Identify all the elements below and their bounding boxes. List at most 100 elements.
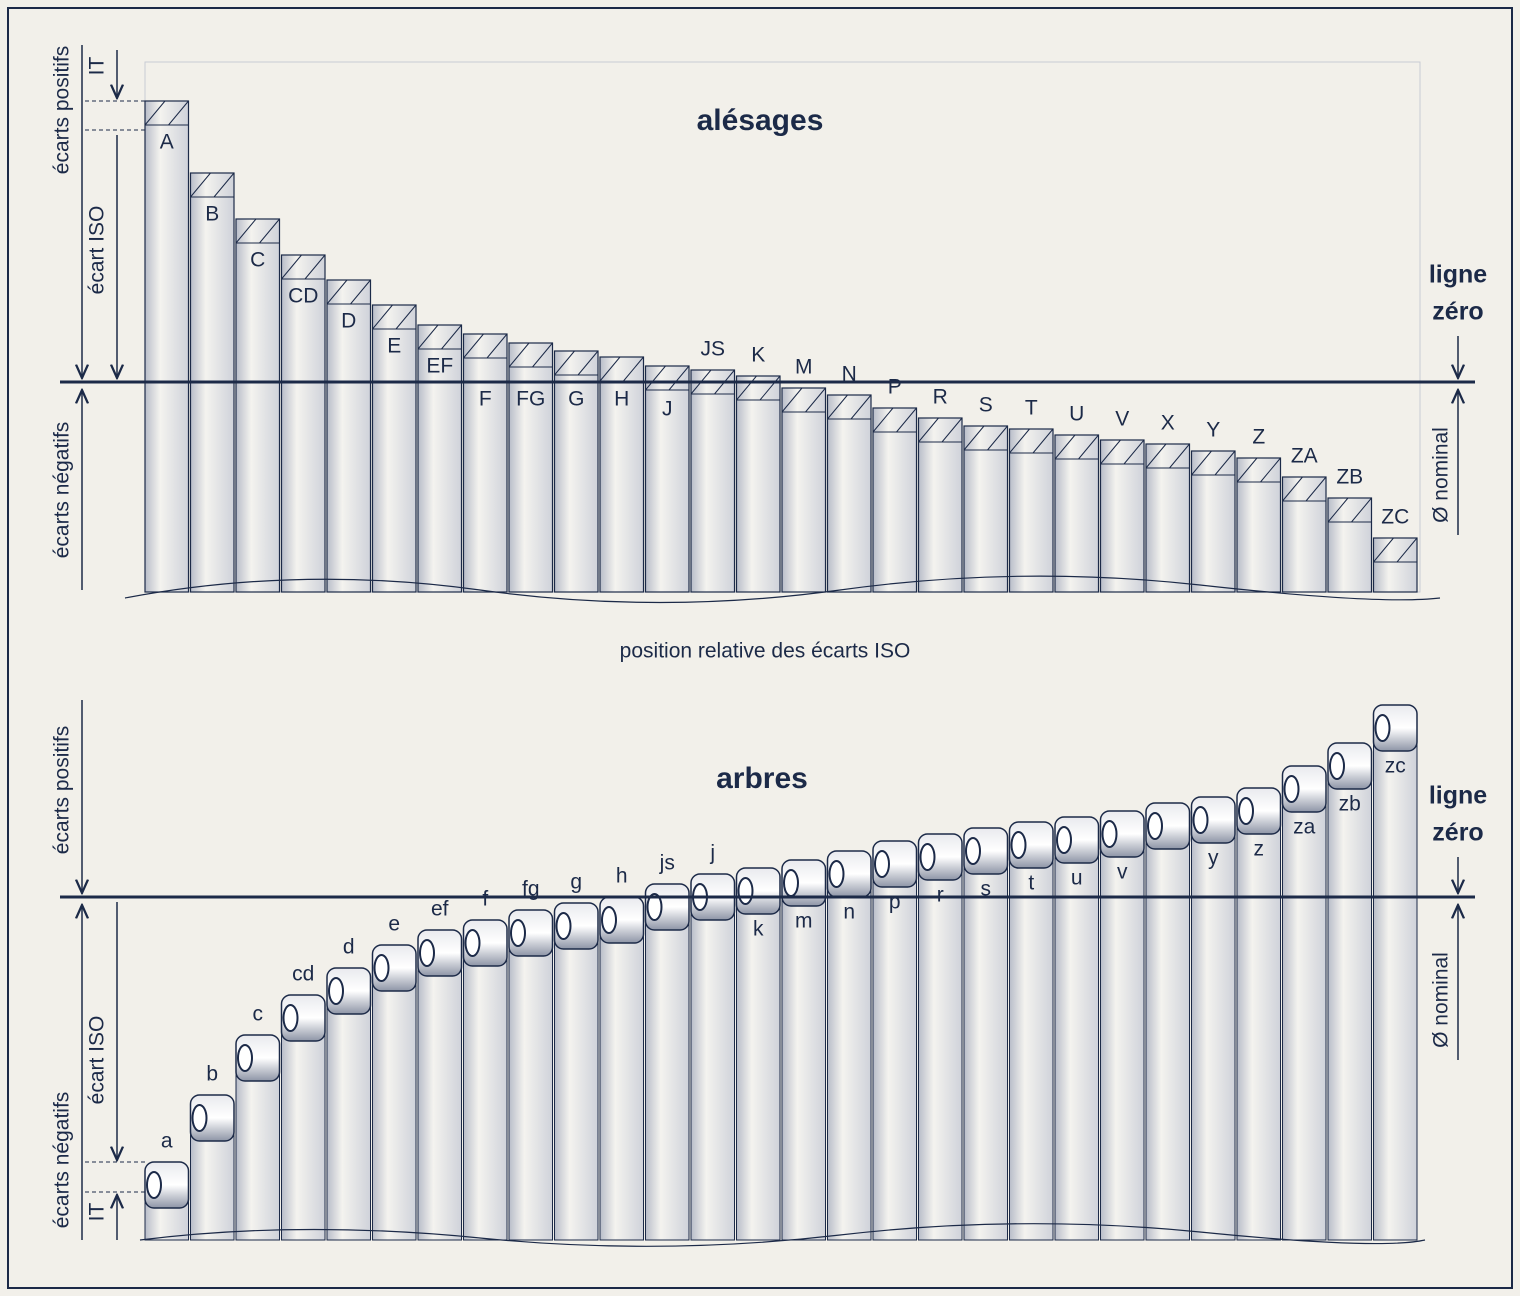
hole-label: R	[933, 386, 948, 409]
roller-end	[919, 843, 936, 871]
shaft-label: d	[343, 936, 355, 959]
shaft-label: za	[1293, 816, 1316, 839]
roller-end	[828, 860, 845, 888]
shaft-label: p	[889, 891, 901, 914]
roller-end	[510, 919, 526, 947]
roller-end	[646, 893, 663, 921]
shaft-label: k	[753, 918, 764, 941]
shaft-bar	[1009, 843, 1054, 1241]
hole-face	[1191, 450, 1236, 476]
hole-label: C	[250, 249, 265, 272]
roller-end	[783, 869, 799, 897]
hole-face	[417, 324, 462, 350]
hole-face	[190, 172, 235, 198]
shaft-bar	[918, 855, 963, 1241]
shaft-bar	[1054, 838, 1099, 1241]
hole-face	[1145, 443, 1190, 469]
hole-bar	[371, 304, 417, 593]
side-label: IT	[86, 1203, 109, 1222]
shaft-label: j	[709, 842, 715, 865]
shaft-bar	[417, 951, 462, 1241]
hole-label: D	[341, 310, 356, 333]
roller-end	[282, 1004, 299, 1032]
hole-bar	[553, 350, 599, 593]
hole-bar	[144, 100, 190, 593]
hole-face	[326, 279, 371, 305]
hole-label: CD	[288, 285, 318, 308]
hole-face	[918, 417, 963, 443]
hole-bar	[1054, 434, 1100, 593]
ground	[124, 575, 1441, 604]
shaft-bar	[1100, 832, 1145, 1241]
shaft-label: cd	[292, 963, 314, 986]
side-label: écart ISO	[86, 206, 109, 295]
hole-label: V	[1115, 408, 1129, 431]
hole-bar	[644, 365, 690, 593]
hole-bar	[1190, 450, 1236, 593]
shaft-bar	[781, 881, 826, 1241]
hole-label: ZC	[1381, 506, 1409, 529]
side-label: écarts négatifs	[51, 422, 74, 559]
hole-label: F	[479, 388, 492, 411]
roller-end	[146, 1171, 162, 1199]
hole-bar	[781, 387, 827, 593]
roller-end	[328, 977, 344, 1005]
zero-label: zéro	[1432, 298, 1483, 326]
shaft-label: t	[1028, 872, 1034, 895]
shaft-bar	[281, 1016, 326, 1241]
shaft-bar	[554, 924, 599, 1241]
zero-label: zéro	[1432, 819, 1483, 847]
shaft-bar	[645, 905, 690, 1241]
roller-end	[737, 877, 754, 905]
shaft-bar	[1327, 764, 1372, 1241]
roller-end	[237, 1044, 253, 1072]
shaft-label: s	[981, 878, 992, 901]
hole-bar	[1099, 439, 1145, 593]
roller-end	[1010, 831, 1027, 859]
hole-label: A	[160, 131, 174, 154]
hole-face	[144, 100, 189, 126]
hole-label: T	[1025, 397, 1038, 420]
hole-label: EF	[426, 355, 453, 378]
shaft-label: u	[1071, 867, 1083, 890]
section-title: arbres	[716, 762, 808, 795]
hole-bar	[872, 407, 918, 593]
hole-bar	[1008, 428, 1054, 593]
hole-face	[372, 304, 417, 330]
shaft-label: js	[659, 852, 675, 875]
roller-end	[1374, 714, 1391, 742]
hole-bar	[462, 333, 508, 593]
hole-face	[1100, 439, 1145, 465]
shaft-label: f	[482, 888, 488, 911]
hole-face	[235, 218, 280, 244]
shaft-bar	[1145, 824, 1190, 1241]
roller-end	[1056, 826, 1072, 854]
hole-face	[508, 342, 553, 368]
roller-end	[1238, 797, 1254, 825]
shaft-bar	[599, 918, 644, 1241]
hole-label: FG	[516, 388, 545, 411]
hole-bar	[508, 342, 554, 593]
hole-bar	[417, 324, 463, 593]
hole-bar	[690, 369, 736, 593]
shaft-bar	[963, 849, 1008, 1241]
shaft-label: m	[795, 910, 813, 933]
shaft-bar	[508, 931, 553, 1241]
hole-bar	[1327, 497, 1373, 593]
hole-bar	[280, 254, 326, 593]
hole-face	[781, 387, 826, 413]
caption: position relative des écarts ISO	[620, 640, 911, 663]
hole-face	[1236, 457, 1281, 483]
hole-bar	[826, 394, 872, 593]
shaft-label: n	[843, 901, 855, 924]
hole-label: X	[1161, 412, 1175, 435]
hole-label: S	[979, 394, 993, 417]
shaft-label: fg	[522, 878, 540, 901]
roller-end	[464, 929, 481, 957]
hole-bar	[235, 218, 281, 593]
shaft-label: e	[388, 913, 400, 936]
hole-bar	[1145, 443, 1191, 593]
zero-label: ligne	[1429, 261, 1487, 289]
shaft-label: c	[253, 1003, 264, 1026]
